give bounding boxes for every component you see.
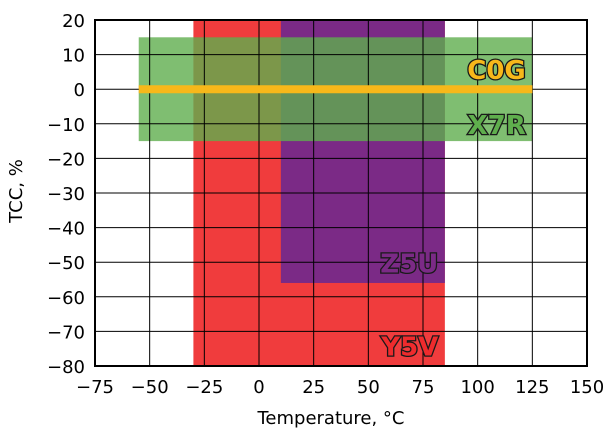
y-tick-label: −60 [47, 288, 85, 309]
y-tick-label: −70 [47, 322, 85, 343]
series-label-c0g: C0G [467, 56, 526, 86]
y-tick-label: 0 [74, 80, 85, 101]
x-tick-label: 0 [253, 377, 264, 398]
x-tick-label: −75 [76, 377, 114, 398]
series-label-x7r: X7R [468, 111, 526, 141]
y-tick-label: −20 [47, 149, 85, 170]
x-tick-label: 50 [357, 377, 380, 398]
plot-frame [94, 19, 588, 367]
y-tick-label: −50 [47, 253, 85, 274]
x-tick-label: 125 [515, 377, 549, 398]
y-tick-label: −10 [47, 115, 85, 136]
x-tick-label: −25 [185, 377, 223, 398]
x-tick-label: 75 [412, 377, 435, 398]
y-axis-label: TCC, % [6, 159, 27, 224]
y-tick-label: 20 [62, 11, 85, 32]
series-label-y5v: Y5V [380, 333, 438, 363]
x-tick-label: 100 [460, 377, 494, 398]
labels-layer: C0G X7R Z5U Y5V [379, 55, 527, 364]
y-tick-label: −30 [47, 184, 85, 205]
grid-layer [94, 19, 588, 367]
y-tick-label: −80 [47, 357, 85, 378]
y-tick-label: 10 [62, 46, 85, 67]
x-tick-label: 150 [570, 377, 604, 398]
x-axis-label: Temperature, °C [256, 408, 404, 429]
series-label-z5u: Z5U [380, 250, 438, 280]
y-tick-label: −40 [47, 219, 85, 240]
x-tick-label: 25 [302, 377, 325, 398]
x-tick-label: −50 [131, 377, 169, 398]
